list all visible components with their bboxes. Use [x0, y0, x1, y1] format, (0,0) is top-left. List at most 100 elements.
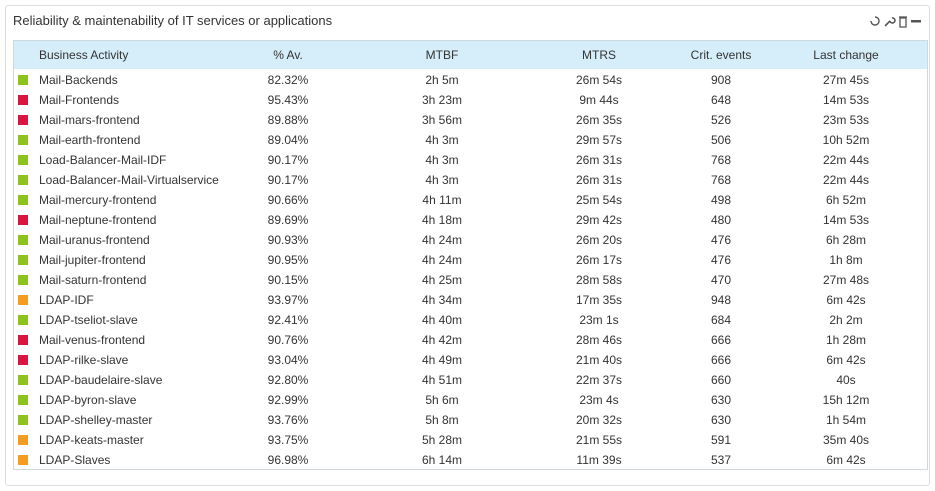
table-cell: 537	[710, 453, 732, 467]
table-cell: 11m 39s	[576, 453, 622, 467]
minimize-icon[interactable]	[911, 20, 921, 23]
refresh-icon[interactable]	[870, 16, 880, 26]
column-header: % Av.	[273, 48, 303, 62]
table-cell: 4h 51m	[421, 373, 463, 387]
table-cell: 476	[710, 233, 732, 247]
table-row: LDAP-rilke-slave 93.04% 4h 49m 21m 40s 666 6m…	[14, 350, 927, 370]
table-cell: 26m 54s	[575, 73, 623, 87]
column-header: MTBF	[425, 48, 459, 62]
table-cell: 908	[710, 73, 732, 87]
table-cell: 89.69%	[267, 213, 309, 227]
table-cell: 90.15%	[267, 273, 309, 287]
table-cell: 14m 53s	[822, 93, 870, 107]
table-cell: Load-Balancer-Mail-Virtualservice	[39, 173, 219, 187]
status-indicator	[18, 435, 28, 445]
table-cell: 15h 12m	[822, 393, 870, 407]
table-row: Mail-Backends 82.32% 2h 5m 26m 54s 908 27m 45…	[14, 70, 927, 90]
table-cell: 666	[710, 353, 732, 367]
table-cell: Load-Balancer-Mail-IDF	[39, 153, 167, 167]
table-cell: 506	[710, 133, 732, 147]
table-cell: 948	[710, 293, 732, 307]
table-cell: 526	[710, 113, 732, 127]
table-row: Load-Balancer-Mail-Virtualservice 90.17% 4…	[14, 170, 927, 190]
status-indicator	[18, 275, 28, 285]
table-cell: 90.17%	[267, 153, 309, 167]
table-cell: 4h 25m	[421, 273, 463, 287]
table-cell: 90.76%	[267, 333, 309, 347]
table-cell: 4h 3m	[425, 153, 459, 167]
table-cell: 17m 35s	[575, 293, 623, 307]
table-cell: 27m 48s	[822, 273, 870, 287]
table-cell: 666	[710, 333, 732, 347]
table-cell: LDAP-baudelaire-slave	[39, 373, 163, 387]
table-cell: 96.98%	[267, 453, 309, 467]
table-cell: 498	[710, 193, 732, 207]
column-header: Crit. events	[690, 48, 752, 62]
table-cell: Mail-venus-frontend	[39, 333, 146, 347]
table-row: LDAP-tseliot-slave 92.41% 4h 40m 23m 1s 684 2…	[14, 310, 927, 330]
status-indicator	[18, 235, 28, 245]
table-cell: 35m 40s	[822, 433, 870, 447]
table-cell: 95.43%	[267, 93, 309, 107]
table-header: Business Activity % Av. MTBF MTRS Crit. even…	[14, 41, 927, 69]
table-cell: 3h 56m	[421, 113, 463, 127]
table-cell: 28m 58s	[575, 273, 623, 287]
delete-icon[interactable]	[899, 16, 907, 28]
table-cell: 5h 6m	[425, 393, 459, 407]
status-indicator	[18, 175, 28, 185]
column-header: Last change	[813, 48, 879, 62]
status-indicator	[18, 195, 28, 205]
table-cell: 93.04%	[267, 353, 309, 367]
status-indicator	[18, 75, 28, 85]
table-cell: Mail-neptune-frontend	[39, 213, 157, 227]
table-cell: LDAP-IDF	[39, 293, 94, 307]
widget-title: Reliability & maintenability of IT servi…	[13, 13, 333, 28]
table-cell: 21m 40s	[575, 353, 623, 367]
column-header: MTRS	[582, 48, 616, 62]
table-cell: 22m 37s	[575, 373, 623, 387]
table-cell: LDAP-byron-slave	[39, 393, 137, 407]
status-indicator	[18, 355, 28, 365]
table-cell: 630	[710, 393, 732, 407]
table-row: LDAP-Slaves 96.98% 6h 14m 11m 39s 537 6m 42s	[14, 450, 927, 470]
table-cell: 6m 42s	[826, 293, 866, 307]
table-cell: 480	[710, 213, 732, 227]
table-cell: 4h 11m	[422, 193, 462, 207]
status-indicator	[18, 295, 28, 305]
table-cell: 89.88%	[267, 113, 309, 127]
table-cell: 29m 42s	[575, 213, 623, 227]
settings-icon[interactable]	[884, 17, 896, 27]
table-cell: 470	[710, 273, 732, 287]
table-cell: 90.66%	[267, 193, 309, 207]
status-indicator	[18, 335, 28, 345]
status-indicator	[18, 315, 28, 325]
table-cell: 4h 24m	[421, 253, 463, 267]
table-cell: LDAP-rilke-slave	[39, 353, 129, 367]
table-cell: 6h 28m	[825, 233, 867, 247]
table-cell: 2h 2m	[829, 313, 863, 327]
table-cell: 4h 18m	[421, 213, 463, 227]
table-cell: Mail-saturn-frontend	[39, 273, 147, 287]
table-cell: 10h 52m	[822, 133, 870, 147]
table-cell: 92.99%	[267, 393, 309, 407]
table-cell: LDAP-shelley-master	[39, 413, 153, 427]
status-indicator	[18, 255, 28, 265]
table-cell: 90.93%	[267, 233, 309, 247]
status-indicator	[18, 155, 28, 165]
table-row: LDAP-IDF 93.97% 4h 34m 17m 35s 948 6m 42s	[14, 290, 927, 310]
table-cell: 684	[710, 313, 732, 327]
table-cell: 26m 31s	[575, 153, 623, 167]
table-cell: 3h 23m	[421, 93, 463, 107]
table-cell: Mail-uranus-frontend	[39, 233, 150, 247]
table-cell: 660	[710, 373, 732, 387]
table-cell: 768	[710, 173, 732, 187]
status-indicator	[18, 135, 28, 145]
table-cell: 23m 53s	[822, 113, 870, 127]
table-row: Mail-jupiter-frontend 90.95% 4h 24m 26m 17s…	[14, 250, 927, 270]
table-row: Mail-earth-frontend 89.04% 4h 3m 29m 57s 506…	[14, 130, 927, 150]
table-cell: 2h 5m	[425, 73, 459, 87]
table-cell: Mail-jupiter-frontend	[39, 253, 146, 267]
table-cell: Mail-mercury-frontend	[39, 193, 157, 207]
widget: Reliability & maintenability of IT servi…	[5, 5, 930, 486]
